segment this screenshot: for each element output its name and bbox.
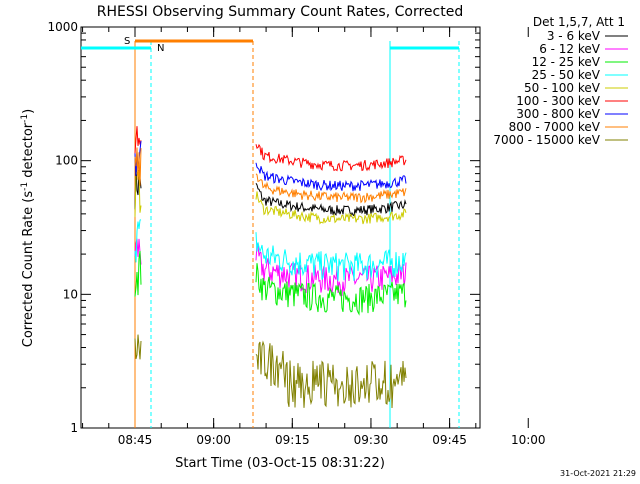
- y-tick-label: 100: [55, 154, 78, 168]
- x-tick-label: 09:15: [275, 433, 310, 447]
- series-line-0: [255, 183, 407, 218]
- legend-label-1: 6 - 12 keV: [539, 42, 601, 56]
- x-tick-label: 08:45: [118, 433, 153, 447]
- plot-frame: [80, 26, 481, 429]
- legend-label-8: 7000 - 15000 keV: [493, 133, 600, 147]
- series-burst-7: [134, 147, 142, 186]
- series-line-2: [255, 263, 407, 316]
- legend-label-3: 25 - 50 keV: [532, 68, 601, 82]
- legend-label-0: 3 - 6 keV: [547, 29, 601, 43]
- series-burst-3: [134, 219, 142, 263]
- series-burst-8: [134, 334, 142, 360]
- chart-title: RHESSI Observing Summary Count Rates, Co…: [97, 4, 463, 20]
- y-tick-label: 1: [70, 421, 78, 435]
- series-line-5: [255, 143, 407, 172]
- series-line-3: [255, 232, 407, 281]
- y-axis-label-text: Corrected Count Rate (s-1 detector-1): [20, 109, 36, 347]
- series-line-7: [255, 173, 407, 204]
- y-axis-label-group: Corrected Count Rate (s-1 detector-1): [20, 109, 36, 347]
- series-burst-5: [134, 126, 142, 154]
- y-tick-label: 1000: [47, 20, 78, 34]
- night-flag-label: N: [157, 43, 164, 54]
- saa-flag-label: S: [124, 36, 130, 47]
- legend-header: Det 1,5,7, Att 1: [533, 15, 625, 29]
- legend-label-5: 100 - 300 keV: [516, 94, 600, 108]
- legend-label-2: 12 - 25 keV: [532, 55, 601, 69]
- footer-timestamp: 31-Oct-2021 21:29: [560, 469, 636, 478]
- x-tick-label: 09:45: [432, 433, 467, 447]
- series-line-1: [255, 242, 407, 297]
- series-burst-2: [134, 250, 142, 297]
- x-axis-label: Start Time (03-Oct-15 08:31:22): [175, 456, 385, 471]
- x-tick-label: 10:00: [511, 433, 546, 447]
- series-line-6: [255, 162, 407, 192]
- y-tick-label: 10: [63, 287, 78, 301]
- legend-label-6: 300 - 800 keV: [516, 107, 600, 121]
- y-axis-label: Corrected Count Rate (s-1 detector-1): [20, 109, 36, 347]
- legend-label-4: 50 - 100 keV: [524, 81, 601, 95]
- series-line-8: [255, 340, 407, 409]
- plot-area: 1 10 100 1000 08:45 09:00 09:15 09:30 09:45 10:00…: [47, 20, 545, 447]
- x-tick-label: 09:30: [354, 433, 389, 447]
- legend-label-7: 800 - 7000 keV: [509, 120, 601, 134]
- x-tick-label: 09:00: [196, 433, 231, 447]
- series-line-4: [255, 191, 407, 225]
